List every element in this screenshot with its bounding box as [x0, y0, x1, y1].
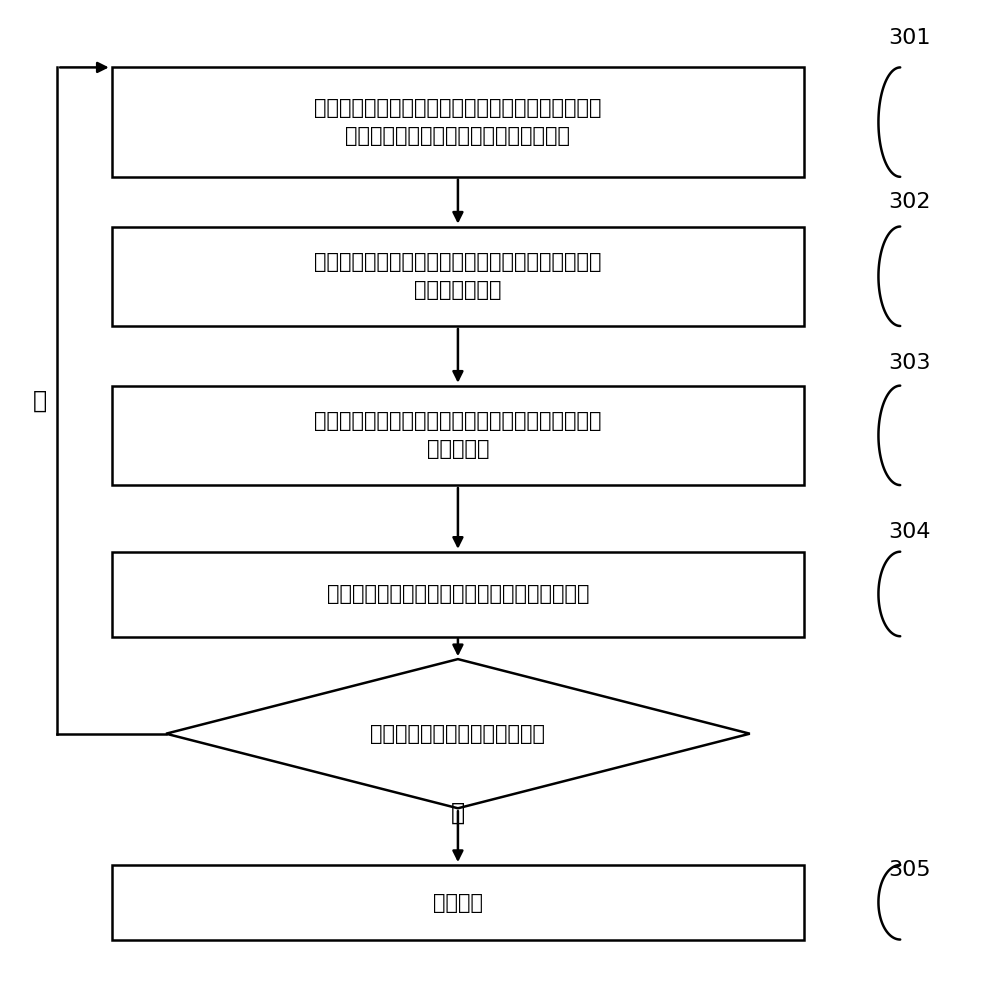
Text: 302: 302	[888, 192, 930, 212]
Text: 305: 305	[888, 860, 930, 880]
FancyBboxPatch shape	[111, 386, 803, 485]
Text: 根据所输出的第一训练状态参数确定满足预设训练目
标的程度量化值: 根据所输出的第一训练状态参数确定满足预设训练目 标的程度量化值	[314, 252, 601, 300]
Text: 根据第一奖励函数的第一反馈变量的当前取值调整第
一强化学习模型输出的第一训练状态参数: 根据第一奖励函数的第一反馈变量的当前取值调整第 一强化学习模型输出的第一训练状态…	[314, 98, 601, 146]
FancyBboxPatch shape	[111, 67, 803, 177]
FancyBboxPatch shape	[111, 227, 803, 326]
FancyBboxPatch shape	[111, 552, 803, 637]
Text: 第一总收益符合第一预设条件？: 第一总收益符合第一预设条件？	[370, 724, 545, 744]
Text: 否: 否	[33, 389, 48, 413]
Text: 统计第一反馈变量所有取值所代表的第一总收益: 统计第一反馈变量所有取值所代表的第一总收益	[326, 584, 588, 604]
Text: 是: 是	[450, 801, 464, 825]
Text: 停止训练: 停止训练	[432, 893, 482, 913]
FancyBboxPatch shape	[111, 865, 803, 940]
Text: 301: 301	[888, 28, 930, 48]
Polygon shape	[166, 659, 749, 808]
Text: 根据满足预设目标任务的程度量化值更新第一反馈变
量的取值。: 根据满足预设目标任务的程度量化值更新第一反馈变 量的取值。	[314, 411, 601, 459]
Text: 303: 303	[888, 353, 930, 373]
Text: 304: 304	[888, 522, 930, 542]
